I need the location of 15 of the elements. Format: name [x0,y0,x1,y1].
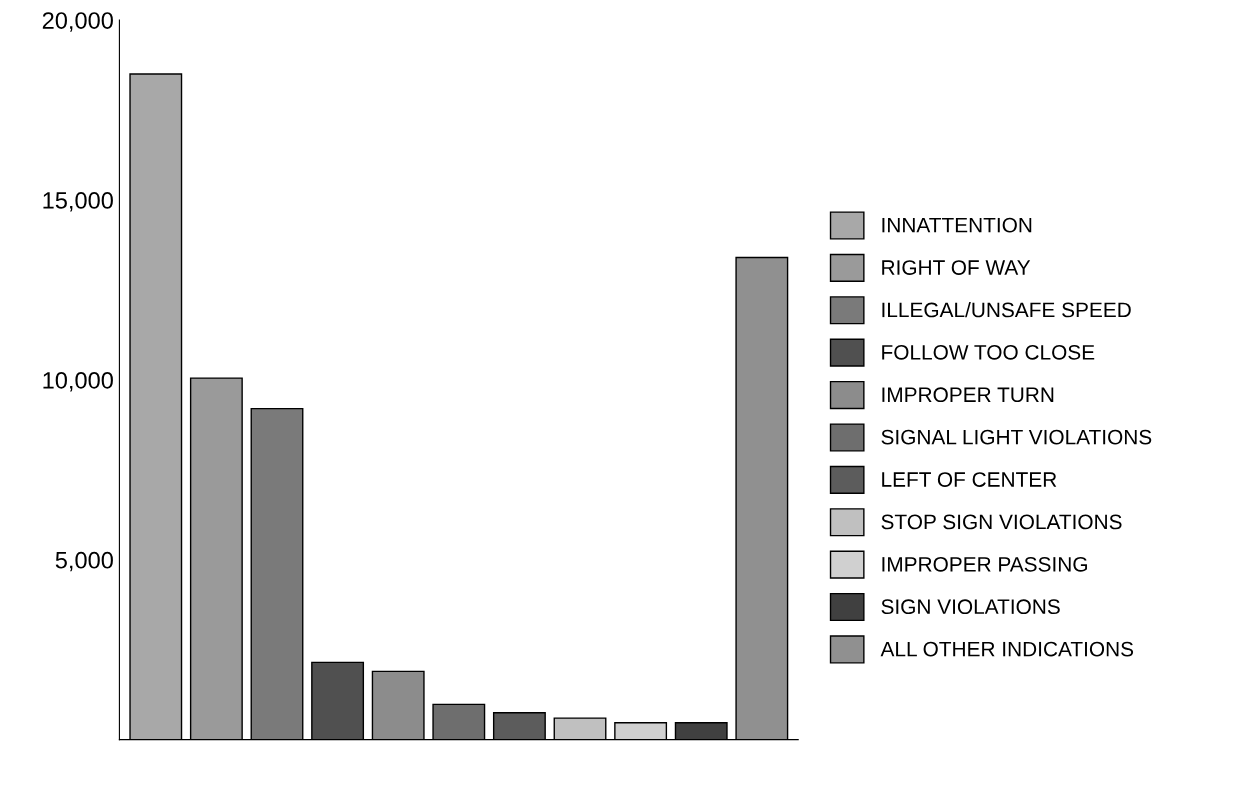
legend-label: IMPROPER TURN [882,387,1054,403]
y-tick-label: 10,000 [43,371,113,392]
legend-label: SIGNAL LIGHT VIOLATIONS [881,429,1152,445]
legend-label: FOLLOW TOO CLOSE [882,344,1095,360]
legend-label: IMPROPER PASSING [882,556,1087,572]
legend-label: INNATTENTION [882,217,1032,233]
y-tick-label: 5,000 [55,551,113,572]
legend-label: SIGN VIOLATIONS [881,599,1060,615]
legend-label: ALL OTHER INDICATIONS [880,641,1134,657]
legend-label: STOP SIGN VIOLATIONS [881,514,1122,530]
y-tick-label: 20,000 [42,12,113,32]
y-tick-label: 15,000 [43,192,113,212]
legend-label: RIGHT OF WAY [882,260,1031,275]
legend-label: LEFT OF CENTER [882,472,1057,487]
legend-label: ILLEGAL/UNSAFE SPEED [882,301,1131,318]
